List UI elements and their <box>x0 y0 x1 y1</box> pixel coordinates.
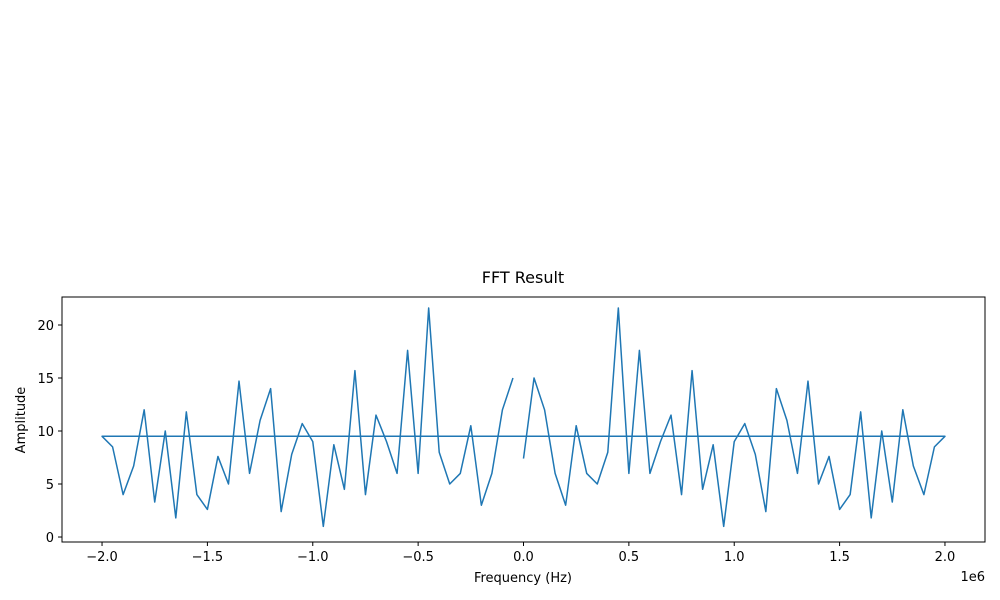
y-tick-label: 15 <box>37 372 54 387</box>
x-tick-label: −0.5 <box>402 550 434 565</box>
x-tick-label: 0.0 <box>513 550 534 565</box>
x-tick-label: 1.0 <box>724 550 745 565</box>
y-tick-label: 0 <box>46 531 54 546</box>
y-axis-label: Amplitude <box>14 387 29 454</box>
x-tick-label: 0.5 <box>619 550 640 565</box>
plot-frame <box>61 296 986 543</box>
x-tick-label: −1.0 <box>297 550 329 565</box>
x-offset-label: 1e6 <box>960 570 985 585</box>
y-tick-label: 20 <box>37 319 54 334</box>
x-tick-label: 2.0 <box>935 550 956 565</box>
x-axis-label: Frequency (Hz) <box>474 571 572 586</box>
x-tick-label: 1.5 <box>829 550 850 565</box>
x-tick-label: −1.5 <box>192 550 224 565</box>
chart-title: FFT Result <box>482 268 564 287</box>
x-tick-label: −2.0 <box>86 550 118 565</box>
data-line <box>101 307 946 528</box>
y-tick-label: 5 <box>46 478 54 493</box>
y-tick-label: 10 <box>37 425 54 440</box>
